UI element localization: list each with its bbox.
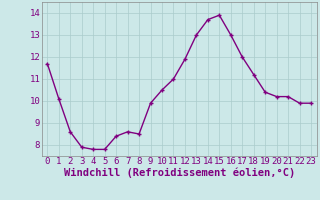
X-axis label: Windchill (Refroidissement éolien,°C): Windchill (Refroidissement éolien,°C) <box>64 168 295 178</box>
